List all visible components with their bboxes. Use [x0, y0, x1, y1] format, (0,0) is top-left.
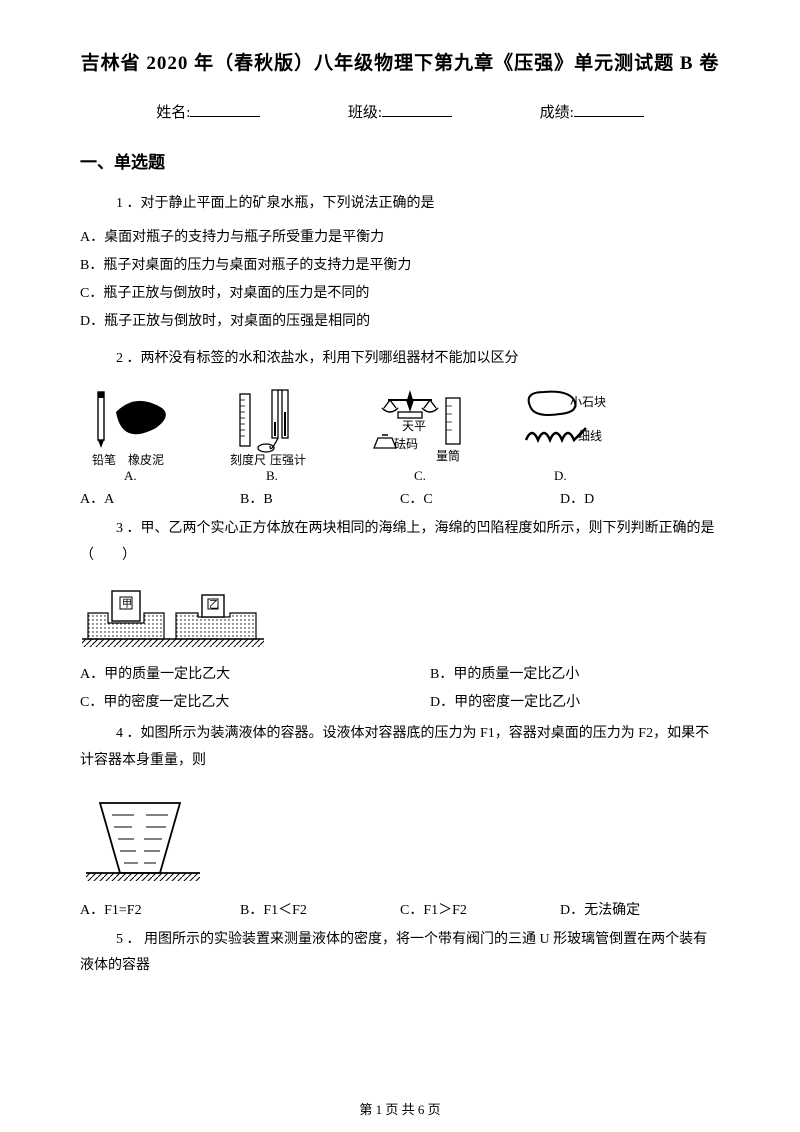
q3-label-jia: 甲: [122, 599, 132, 610]
q2-options: A．A B．B C．C D．D: [80, 488, 720, 508]
q3-figure: 甲 乙: [80, 579, 720, 657]
class-blank: [382, 102, 452, 117]
question-4: 4 ．如图所示为装满液体的容器。设液体对容器底的压力为 F1，容器对桌面的压力为…: [80, 721, 720, 774]
q2-label-ruler: 刻度尺: [230, 452, 266, 467]
q2-option-b: B．B: [240, 488, 400, 508]
q5-stem: 5 ． 用图所示的实验装置来测量液体的密度，将一个带有阀门的三通 U 形玻璃管倒…: [80, 932, 707, 974]
q2-label-B: B.: [266, 468, 278, 482]
q3-option-c: C．甲的密度一定比乙大: [80, 691, 400, 711]
class-label: 班级:: [348, 105, 382, 121]
q3-option-a: A．甲的质量一定比乙大: [80, 663, 400, 683]
q3-options: A．甲的质量一定比乙大 B．甲的质量一定比乙小 C．甲的密度一定比乙大 D．甲的…: [80, 663, 720, 711]
q4-option-d: D．无法确定: [560, 899, 720, 919]
question-3: 3 ．甲、乙两个实心正方体放在两块相同的海绵上，海绵的凹陷程度如所示，则下列判断…: [80, 516, 720, 569]
score-label: 成绩:: [540, 105, 574, 121]
q2-label-weights: 砝码: [394, 436, 418, 451]
section-heading-single-choice: 一、单选题: [80, 148, 720, 173]
q1-option-a: A．桌面对瓶子的支持力与瓶子所受重力是平衡力: [80, 224, 720, 252]
q4-options: A．F1=F2 B．F1＜F2 C．F1＞F2 D．无法确定: [80, 899, 720, 919]
q2-label-D: D.: [554, 468, 567, 482]
q2-label-string: 细线: [578, 429, 602, 443]
q2-label-balance: 天平: [402, 419, 426, 433]
q3-option-d: D．甲的密度一定比乙小: [400, 691, 720, 711]
question-1: 1 ．对于静止平面上的矿泉水瓶，下列说法正确的是: [80, 191, 720, 218]
q4-option-a: A．F1=F2: [80, 899, 240, 919]
q2-label-cylinder: 量筒: [436, 448, 460, 463]
q2-label-stone: 小石块: [570, 395, 606, 409]
name-label: 姓名:: [156, 105, 190, 121]
q3-label-yi: 乙: [209, 599, 219, 611]
q3-stem: 3 ．甲、乙两个实心正方体放在两块相同的海绵上，海绵的凹陷程度如所示，则下列判断…: [80, 521, 715, 563]
q2-label-A: A.: [124, 468, 137, 482]
q4-option-b: B．F1＜F2: [240, 899, 400, 919]
q2-label-gauge: 压强计: [270, 453, 306, 467]
q2-label-pencil: 铅笔: [92, 452, 116, 467]
q1-option-c: C．瓶子正放与倒放时，对桌面的压力是不同的: [80, 280, 720, 308]
q2-stem: 2 ．两杯没有标签的水和浓盐水，利用下列哪组器材不能加以区分: [80, 351, 519, 366]
student-info: 姓名: 班级: 成绩:: [80, 101, 720, 122]
q4-figure: [80, 793, 720, 893]
q1-option-b: B．瓶子对桌面的压力与桌面对瓶子的支持力是平衡力: [80, 252, 720, 280]
q4-stem: 4 ．如图所示为装满液体的容器。设液体对容器底的压力为 F1，容器对桌面的压力为…: [80, 726, 709, 768]
question-5: 5 ． 用图所示的实验装置来测量液体的密度，将一个带有阀门的三通 U 形玻璃管倒…: [80, 927, 720, 980]
q1-stem: 1 ．对于静止平面上的矿泉水瓶，下列说法正确的是: [80, 196, 435, 211]
q1-option-d: D．瓶子正放与倒放时，对桌面的压强是相同的: [80, 308, 720, 336]
q3-option-b: B．甲的质量一定比乙小: [400, 663, 720, 683]
question-2: 2 ．两杯没有标签的水和浓盐水，利用下列哪组器材不能加以区分: [80, 346, 720, 373]
q2-option-c: C．C: [400, 488, 560, 508]
q2-option-a: A．A: [80, 488, 240, 508]
q2-label-clay: 橡皮泥: [128, 453, 164, 467]
q2-option-d: D．D: [560, 488, 720, 508]
q2-figure: 铅笔 橡皮泥 A. 刻度: [80, 382, 720, 482]
q2-label-C: C.: [414, 468, 426, 482]
score-blank: [574, 102, 644, 117]
page-number: 第 1 页 共 6 页: [0, 1099, 800, 1118]
name-blank: [190, 102, 260, 117]
page-title: 吉林省 2020 年（春秋版）八年级物理下第九章《压强》单元测试题 B 卷: [80, 48, 720, 75]
q4-option-c: C．F1＞F2: [400, 899, 560, 919]
